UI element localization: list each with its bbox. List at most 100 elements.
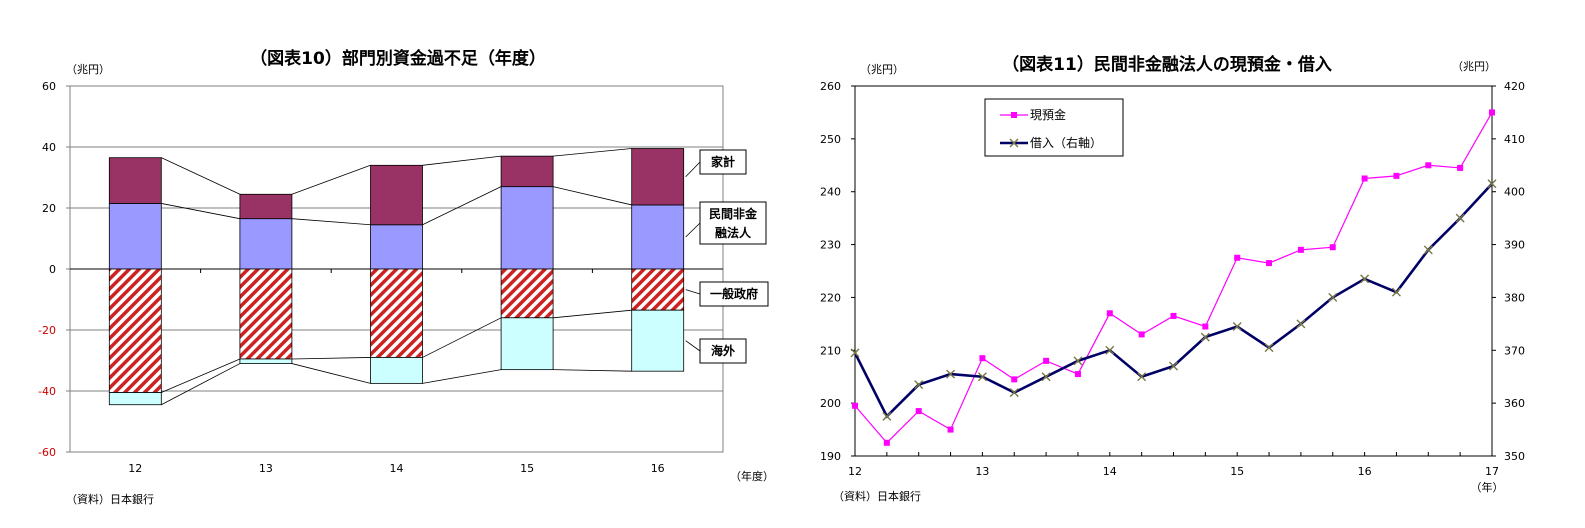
right-lines: [850, 109, 1497, 446]
left-source: （資料）日本銀行: [66, 492, 154, 506]
series-point-x-b: [1487, 179, 1497, 189]
right-x-tick-label: 13: [975, 465, 989, 478]
callout-label-2: 一般政府: [710, 286, 758, 301]
series-point-1: [1264, 343, 1274, 353]
bar-household-15: [500, 155, 554, 188]
series-point-1: [1009, 388, 1019, 398]
connector-corp: [291, 218, 371, 226]
bar-overseas-13: [239, 358, 293, 364]
left-y-tick-label: -60: [38, 446, 56, 459]
left-y-ticks: 60 40 20 0 -20 -40 -60: [38, 80, 70, 459]
right-chart: （図表11）民間非金融法人の現預金・借入 （兆円） （兆円） 190 200 210…: [820, 54, 1525, 503]
series-point-0: [1489, 109, 1495, 116]
legend-marker-b-1: [1009, 138, 1019, 148]
left-x-tick-label: 16: [651, 462, 665, 475]
callout-line-3: [685, 340, 701, 352]
series-point-x-b: [1232, 322, 1242, 331]
bar-government-15: [500, 268, 554, 319]
series-point-1: [1487, 179, 1497, 189]
series-point-1: [1455, 213, 1465, 223]
series-point-1: [1169, 361, 1178, 371]
series-point-0: [979, 355, 986, 362]
right-y-tick-label-right: 410: [1504, 133, 1525, 146]
connector-gov: [291, 357, 371, 360]
left-x-ticks: 12 13 14 15 16: [128, 269, 665, 475]
callout-line-1: [685, 222, 701, 238]
series-point-1: [1391, 287, 1401, 297]
series-point-x-b: [850, 348, 860, 358]
connector-hh: [553, 148, 632, 157]
callout-label-0: 家計: [711, 154, 735, 169]
connector-corp: [553, 186, 632, 206]
bar-government-14: [370, 268, 423, 358]
right-x-ticks: 12 13 14 15 16 17: [848, 452, 1499, 478]
series-point-1: [1073, 356, 1083, 366]
right-y-tick-label-left: 260: [820, 80, 841, 93]
series-point-0: [1202, 323, 1209, 330]
right-x-tick-label: 12: [848, 465, 862, 478]
right-plot-area: [854, 85, 1493, 457]
series-point-0: [1170, 312, 1177, 319]
series-point-0: [1234, 254, 1241, 261]
right-y-tick-label-left: 210: [820, 344, 841, 357]
series-point-0: [1457, 164, 1464, 171]
left-y-tick-label: -40: [38, 385, 56, 398]
right-x-tick-label: 15: [1230, 465, 1244, 478]
series-point-1: [882, 411, 892, 421]
connector-ext: [422, 369, 502, 384]
right-y-ticks-left: 190 200 210 220 230 240 250 260: [820, 80, 855, 463]
bar-corp-14: [370, 224, 423, 270]
series-point-0: [1138, 331, 1145, 338]
callout-line-0: [685, 161, 701, 178]
series-point-1: [977, 372, 987, 382]
bar-household-13: [239, 193, 293, 220]
series-point-1: [1423, 245, 1433, 255]
legend-label-0: 現預金: [1030, 107, 1066, 122]
series-point-0: [915, 408, 922, 415]
right-y-tick-label-right: 390: [1504, 239, 1525, 252]
series-point-1: [1200, 332, 1210, 342]
callout-box-0: [699, 149, 747, 175]
series-point-x-b: [1041, 372, 1051, 382]
left-y-tick-label: -20: [38, 324, 56, 337]
callout-label-1: 民間非金: [709, 206, 758, 221]
bar-overseas-16: [631, 309, 685, 372]
bar-government-12: [108, 268, 162, 393]
right-y-unit-left: （兆円）: [860, 63, 904, 76]
bar-government-13: [239, 268, 293, 360]
series-point-0: [1425, 162, 1432, 169]
connector-ext: [553, 369, 632, 372]
series-point-0: [1011, 376, 1018, 383]
series-point-0: [852, 402, 858, 409]
series-point-0: [1074, 371, 1081, 378]
left-y-tick-label: 20: [42, 202, 56, 215]
bar-overseas-14: [370, 357, 423, 384]
callout-box-1: [699, 201, 767, 245]
series-point-x-b: [977, 372, 987, 382]
series-point-1: [1232, 322, 1242, 331]
right-x-tick-label: 14: [1103, 465, 1117, 478]
right-y-tick-label-left: 220: [820, 291, 841, 304]
bar-corp-13: [239, 218, 293, 270]
series-point-x-b: [1455, 213, 1465, 223]
right-y-tick-label-right: 420: [1504, 80, 1525, 93]
right-y-ticks-right: 350 360 370 380 390 400 410 420: [1492, 80, 1525, 463]
bar-corp-12: [108, 203, 162, 270]
right-y-tick-label-left: 190: [820, 450, 841, 463]
series-point-x-b: [1009, 388, 1019, 398]
right-y-tick-label-right: 400: [1504, 186, 1525, 199]
series-point-0: [1361, 175, 1368, 182]
series-point-0: [1106, 310, 1113, 317]
series-point-x-b: [882, 411, 892, 421]
left-y-tick-label: 40: [42, 141, 56, 154]
bar-corp-15: [500, 186, 554, 270]
series-point-x-b: [1137, 372, 1147, 382]
left-x-tick-label: 13: [259, 462, 273, 475]
left-x-tick-label: 14: [390, 462, 404, 475]
series-point-x-b: [1105, 345, 1115, 355]
series-point-1: [850, 348, 860, 358]
series-point-0: [1329, 244, 1336, 251]
series-point-1: [946, 369, 956, 379]
